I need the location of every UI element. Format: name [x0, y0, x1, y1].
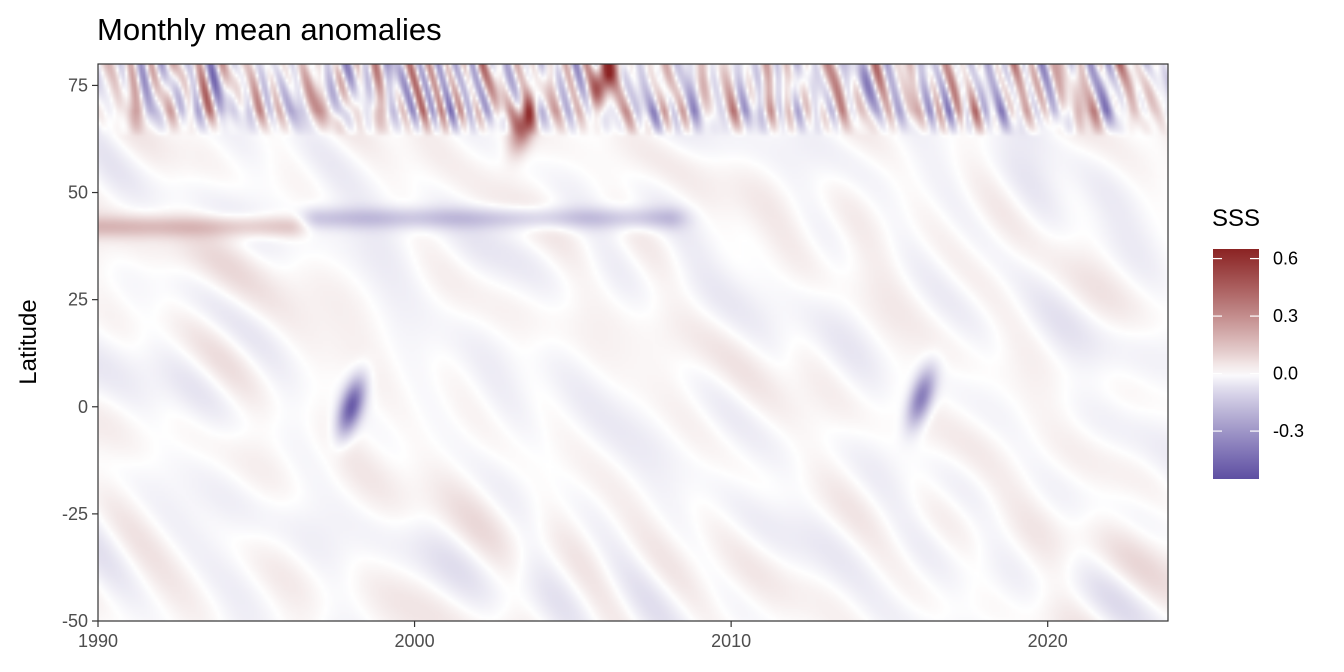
chart-title: Monthly mean anomalies: [97, 12, 442, 47]
y-axis: -50 -25 0 25 50 75: [62, 75, 98, 631]
y-tick-label: 25: [68, 290, 88, 310]
plot-panel-border: [97, 63, 1169, 622]
x-tick-label: 2020: [1028, 631, 1068, 651]
y-tick-label: -25: [62, 504, 88, 524]
plot-area: [97, 63, 1169, 622]
y-tick-label: 50: [68, 183, 88, 203]
x-tick-label: 2010: [711, 631, 751, 651]
x-tick-label: 1990: [78, 631, 118, 651]
y-tick-label: -50: [62, 611, 88, 631]
legend-tick-label: 0.3: [1273, 306, 1298, 326]
y-axis-title: Latitude: [15, 299, 42, 384]
legend-colorbar: [1213, 249, 1259, 479]
legend-tick-label: -0.3: [1273, 421, 1304, 441]
legend-tick-label: 0.0: [1273, 364, 1298, 384]
x-tick-label: 2000: [395, 631, 435, 651]
y-tick-label: 0: [78, 397, 88, 417]
legend-tick-label: 0.6: [1273, 249, 1298, 269]
legend: SSS 0.6 0.3 0.0 -0.3: [1212, 205, 1304, 479]
y-tick-label: 75: [68, 75, 88, 95]
x-axis: 1990 2000 2010 2020: [78, 621, 1068, 651]
heatmap-raster: [98, 64, 1168, 621]
legend-title: SSS: [1212, 205, 1260, 232]
